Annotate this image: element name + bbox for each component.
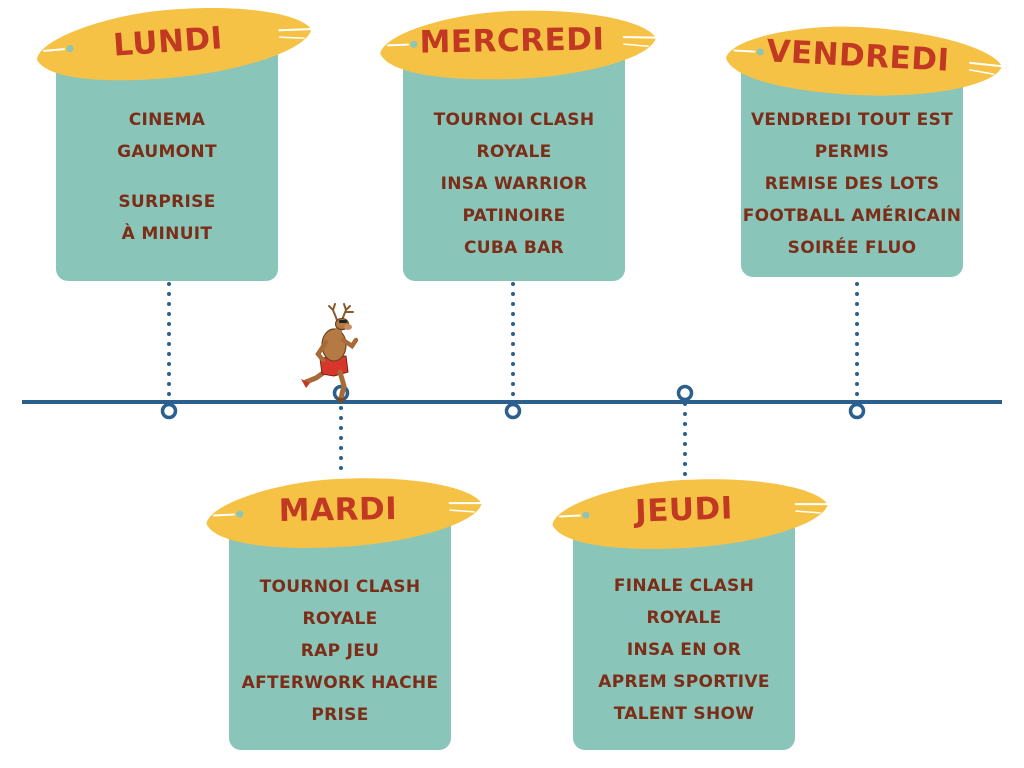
timeline-node-mercredi (504, 402, 522, 420)
day-title-mardi: MARDI (278, 490, 398, 530)
day-card-mardi: TOURNOI CLASH ROYALE RAP JEU AFTERWORK H… (229, 510, 451, 750)
activity-line: SOIRÉE FLUO (787, 238, 917, 258)
day-title-jeudi: JEUDI (634, 490, 734, 530)
activity-line: VENDREDI TOUT EST (750, 110, 954, 130)
activity-line: FOOTBALL AMÉRICAIN (742, 206, 962, 226)
activity-line: REMISE DES LOTS (764, 174, 940, 194)
activity-line: SURPRISE (118, 192, 216, 212)
activity-list: VENDREDI TOUT EST PERMIS REMISE DES LOTS… (741, 104, 963, 264)
activity-line: ROYALE (302, 609, 378, 629)
activity-line: TALENT SHOW (613, 704, 755, 724)
activity-line: AFTERWORK HACHE (241, 673, 439, 693)
activity-line: ROYALE (646, 608, 722, 628)
day-card-lundi: CINEMA GAUMONT SURPRISE À MINUIT (56, 40, 278, 281)
day-card-jeudi: FINALE CLASH ROYALE INSA EN OR APREM SPO… (573, 510, 795, 750)
activity-line: CUBA BAR (464, 238, 564, 258)
activity-line: PERMIS (814, 142, 890, 162)
activity-list: FINALE CLASH ROYALE INSA EN OR APREM SPO… (573, 570, 795, 730)
day-title-mercredi: MERCREDI (419, 21, 605, 61)
activity-line: APREM SPORTIVE (598, 672, 770, 692)
activity-line: ROYALE (476, 142, 552, 162)
activity-list: TOURNOI CLASH ROYALE RAP JEU AFTERWORK H… (229, 571, 451, 731)
day-card-mercredi: TOURNOI CLASH ROYALE INSA WARRIOR PATINO… (403, 40, 625, 281)
activity-line: CINEMA (128, 110, 206, 130)
activity-list: TOURNOI CLASH ROYALE INSA WARRIOR PATINO… (403, 104, 625, 264)
timeline-node-jeudi (676, 384, 694, 402)
activity-line: À MINUIT (121, 224, 213, 244)
activity-line: TOURNOI CLASH (259, 577, 421, 597)
activity-line: TOURNOI CLASH (433, 110, 595, 130)
activity-line: FINALE CLASH (613, 576, 755, 596)
activity-line: PATINOIRE (462, 206, 566, 226)
timeline-node-vendredi (848, 402, 866, 420)
activity-line: PRISE (311, 705, 369, 725)
timeline-node-lundi (160, 402, 178, 420)
deer-runner-icon (301, 303, 359, 404)
activity-line: GAUMONT (117, 142, 217, 162)
activity-line: INSA WARRIOR (440, 174, 588, 194)
activity-line: RAP JEU (300, 641, 380, 661)
activity-list: CINEMA GAUMONT SURPRISE À MINUIT (56, 104, 278, 250)
activity-line: INSA EN OR (626, 640, 742, 660)
day-card-vendredi: VENDREDI TOUT EST PERMIS REMISE DES LOTS… (741, 57, 963, 277)
